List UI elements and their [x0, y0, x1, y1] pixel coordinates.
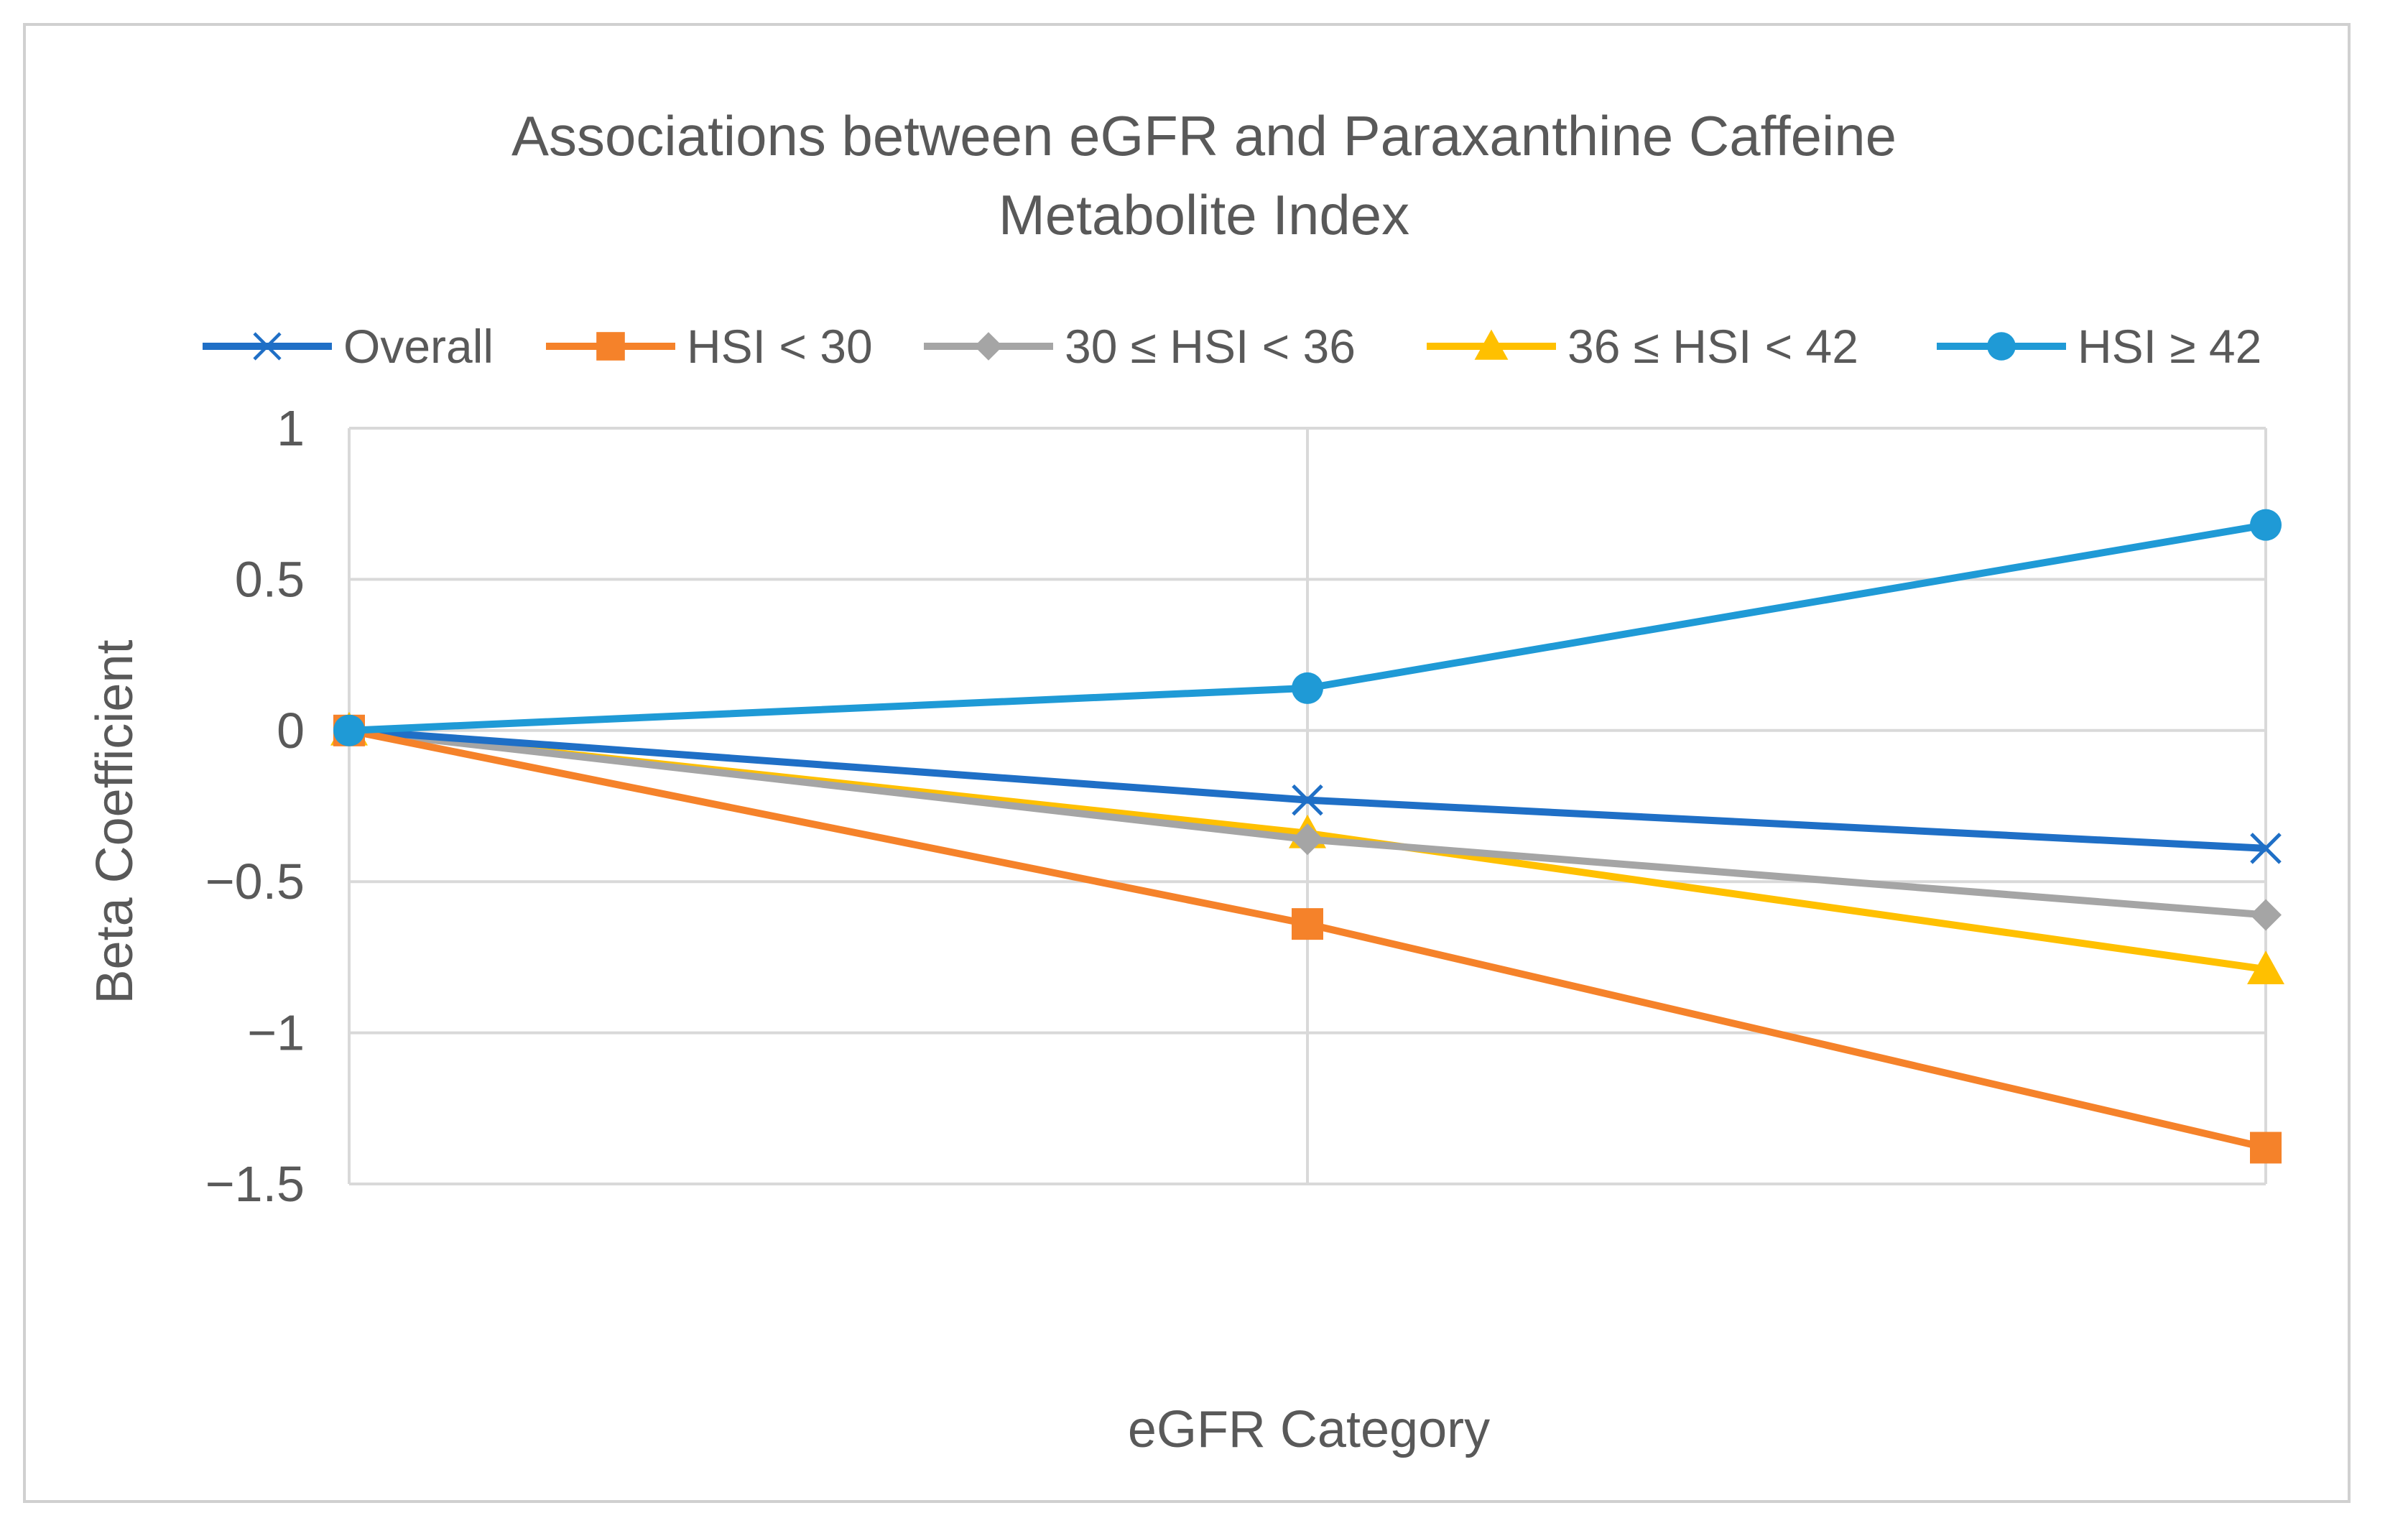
point-marker	[2250, 509, 2282, 541]
point-marker	[974, 332, 1003, 361]
legend-item-overall: Overall	[203, 320, 494, 373]
point-marker	[333, 714, 365, 746]
point-marker	[1292, 784, 1323, 816]
point-marker	[2250, 1132, 2282, 1164]
legend-label: Overall	[343, 320, 494, 373]
y-tick-label: −1.5	[205, 1156, 305, 1212]
point-marker	[253, 332, 282, 361]
legend-label: HSI < 30	[687, 320, 873, 373]
point-marker	[1292, 823, 1323, 856]
legend-item-hsi-30: HSI < 30	[546, 320, 873, 373]
chart-frame: Associations between eGFR and Paraxanthi…	[23, 23, 2351, 1503]
chart-title-line-1: Associations between eGFR and Paraxanthi…	[511, 104, 1897, 167]
legend-label: HSI ≥ 42	[2078, 320, 2261, 373]
y-tick-label: 0	[277, 703, 305, 759]
legend-item-hsi-42: HSI ≥ 42	[1937, 320, 2261, 373]
legend-label: 30 ≤ HSI < 36	[1065, 320, 1356, 373]
y-axis-title: Beta Coefficient	[86, 640, 144, 1004]
point-marker	[1292, 908, 1323, 940]
y-tick-label: 0.5	[235, 551, 305, 607]
y-tick-label: −0.5	[205, 853, 305, 910]
series-layer	[330, 509, 2284, 1164]
gridlines	[348, 427, 2267, 1185]
y-tick-label: −1	[247, 1005, 305, 1061]
legend-item-30-hsi-36: 30 ≤ HSI < 36	[924, 320, 1356, 373]
point-marker	[596, 332, 625, 361]
legend: Overall HSI < 30 30 ≤ HSI < 36 36 ≤ HSI < 4…	[203, 320, 2261, 373]
point-marker	[2247, 950, 2284, 985]
x-axis-title: eGFR Category	[1128, 1401, 1490, 1458]
y-axis-ticks: 1 0.5 0 −0.5 −1 −1.5	[205, 400, 305, 1212]
point-marker	[1292, 672, 1323, 704]
point-marker	[2250, 899, 2282, 931]
y-tick-label: 1	[277, 400, 305, 456]
point-marker	[1474, 329, 1509, 360]
point-marker	[2250, 833, 2282, 864]
series-hsi-42	[333, 509, 2282, 746]
legend-item-36-hsi-42: 36 ≤ HSI < 42	[1427, 320, 1858, 373]
chart-title-line-2: Metabolite Index	[999, 183, 1409, 246]
line-chart: Associations between eGFR and Paraxanthi…	[86, 104, 2284, 1458]
legend-label: 36 ≤ HSI < 42	[1567, 320, 1858, 373]
point-marker	[1987, 332, 2016, 361]
